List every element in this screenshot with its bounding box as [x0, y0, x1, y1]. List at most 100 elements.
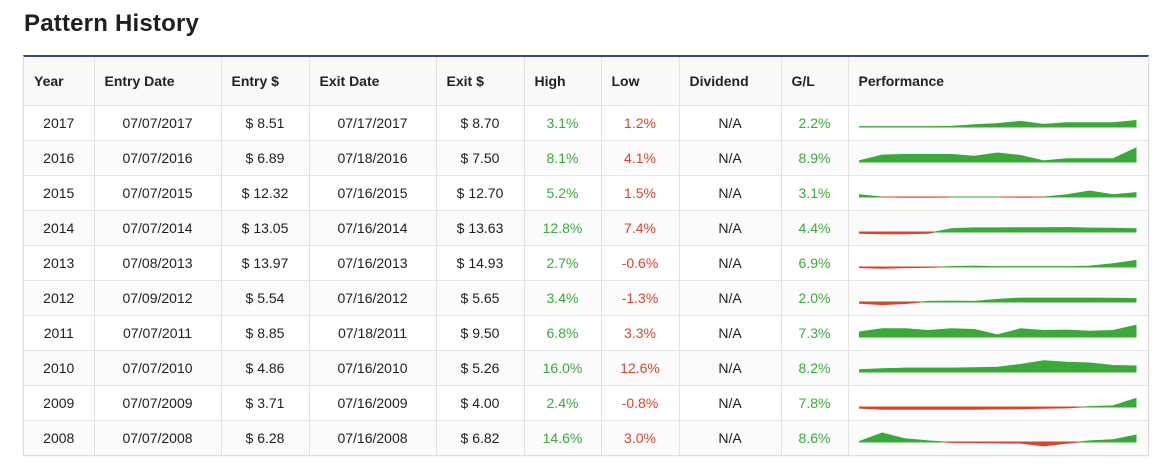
dividend-cell: N/A — [679, 315, 782, 351]
exit-date-cell: 07/16/2009 — [309, 385, 437, 421]
year-cell: 2009 — [24, 385, 95, 421]
gl-cell: 2.0% — [781, 280, 849, 316]
header-entry-price[interactable]: Entry $ — [221, 57, 310, 106]
entry-date-cell: 07/07/2015 — [94, 175, 222, 211]
performance-cell — [848, 420, 1148, 455]
dividend-cell: N/A — [679, 350, 782, 386]
year-cell: 2013 — [24, 245, 95, 281]
high-cell: 16.0% — [524, 350, 602, 386]
table-row: 2013 07/08/2013 $ 13.97 07/16/2013 $ 14.93 2.… — [24, 245, 1148, 281]
gl-cell: 3.1% — [781, 175, 849, 211]
table-row: 2010 07/07/2010 $ 4.86 07/16/2010 $ 5.26 16.0… — [24, 350, 1148, 386]
exit-price-cell: $ 5.65 — [436, 280, 525, 316]
table-row: 2012 07/09/2012 $ 5.54 07/16/2012 $ 5.65 3.4%… — [24, 280, 1148, 316]
performance-cell — [848, 385, 1148, 421]
dividend-cell: N/A — [679, 175, 782, 211]
header-entry-date[interactable]: Entry Date — [94, 57, 222, 106]
performance-cell — [848, 280, 1148, 316]
high-cell: 6.8% — [524, 315, 602, 351]
dividend-cell: N/A — [679, 140, 782, 176]
entry-price-cell: $ 4.86 — [221, 350, 310, 386]
performance-cell — [848, 315, 1148, 351]
exit-date-cell: 07/16/2014 — [309, 210, 437, 246]
high-cell: 14.6% — [524, 420, 602, 455]
exit-price-cell: $ 14.93 — [436, 245, 525, 281]
high-cell: 3.4% — [524, 280, 602, 316]
year-cell: 2012 — [24, 280, 95, 316]
entry-price-cell: $ 6.28 — [221, 420, 310, 455]
exit-date-cell: 07/16/2012 — [309, 280, 437, 316]
exit-date-cell: 07/16/2013 — [309, 245, 437, 281]
high-cell: 2.4% — [524, 385, 602, 421]
entry-price-cell: $ 3.71 — [221, 385, 310, 421]
entry-price-cell: $ 5.54 — [221, 280, 310, 316]
entry-date-cell: 07/08/2013 — [94, 245, 222, 281]
performance-sparkline — [858, 397, 1136, 410]
exit-price-cell: $ 12.70 — [436, 175, 525, 211]
header-gl[interactable]: G/L — [781, 57, 849, 106]
table-row: 2008 07/07/2008 $ 6.28 07/16/2008 $ 6.82 14.6… — [24, 420, 1148, 455]
pattern-history-table: Year Entry Date Entry $ Exit Date Exit $… — [23, 55, 1149, 456]
exit-price-cell: $ 9.50 — [436, 315, 525, 351]
loss-area — [858, 266, 940, 269]
exit-date-cell: 07/18/2011 — [309, 315, 437, 351]
exit-price-cell: $ 5.26 — [436, 350, 525, 386]
table-row: 2016 07/07/2016 $ 6.89 07/18/2016 $ 7.50 8.1%… — [24, 140, 1148, 176]
entry-price-cell: $ 13.05 — [221, 210, 310, 246]
table-row: 2009 07/07/2009 $ 3.71 07/16/2009 $ 4.00 2.4%… — [24, 385, 1148, 421]
low-cell: 7.4% — [601, 210, 680, 246]
low-cell: -1.3% — [601, 280, 680, 316]
loss-area — [858, 231, 935, 234]
performance-sparkline — [858, 259, 1136, 269]
exit-price-cell: $ 8.70 — [436, 105, 525, 141]
gain-area — [1043, 189, 1136, 197]
entry-price-cell: $ 13.97 — [221, 245, 310, 281]
year-cell: 2016 — [24, 140, 95, 176]
gain-area — [939, 259, 1136, 267]
low-cell: 12.6% — [601, 350, 680, 386]
entry-date-cell: 07/07/2008 — [94, 420, 222, 455]
performance-sparkline — [858, 146, 1136, 162]
header-exit-date[interactable]: Exit Date — [309, 57, 437, 106]
gl-cell: 4.4% — [781, 210, 849, 246]
entry-date-cell: 07/07/2017 — [94, 105, 222, 141]
entry-price-cell: $ 8.51 — [221, 105, 310, 141]
header-low[interactable]: Low — [601, 57, 680, 106]
gain-area — [858, 146, 1136, 162]
low-cell: -0.8% — [601, 385, 680, 421]
entry-date-cell: 07/07/2009 — [94, 385, 222, 421]
gain-area — [858, 432, 945, 443]
header-dividend[interactable]: Dividend — [679, 57, 782, 106]
gain-area — [920, 297, 1136, 302]
exit-price-cell: $ 4.00 — [436, 385, 525, 421]
high-cell: 5.2% — [524, 175, 602, 211]
year-cell: 2017 — [24, 105, 95, 141]
performance-cell — [848, 210, 1148, 246]
year-cell: 2011 — [24, 315, 95, 351]
table-row: 2011 07/07/2011 $ 8.85 07/18/2011 $ 9.50 6.8%… — [24, 315, 1148, 351]
loss-area — [858, 301, 921, 305]
gl-cell: 7.3% — [781, 315, 849, 351]
dividend-cell: N/A — [679, 245, 782, 281]
high-cell: 3.1% — [524, 105, 602, 141]
header-performance: Performance — [848, 57, 1148, 106]
low-cell: 1.2% — [601, 105, 680, 141]
year-cell: 2014 — [24, 210, 95, 246]
dividend-cell: N/A — [679, 105, 782, 141]
exit-date-cell: 07/18/2016 — [309, 140, 437, 176]
dividend-cell: N/A — [679, 280, 782, 316]
performance-cell — [848, 140, 1148, 176]
header-high[interactable]: High — [524, 57, 602, 106]
table-header-row: Year Entry Date Entry $ Exit Date Exit $… — [24, 57, 1148, 106]
page-title: Pattern History — [24, 10, 200, 37]
low-cell: -0.6% — [601, 245, 680, 281]
entry-price-cell: $ 8.85 — [221, 315, 310, 351]
header-year[interactable]: Year — [24, 57, 95, 106]
performance-cell — [848, 105, 1148, 141]
exit-price-cell: $ 13.63 — [436, 210, 525, 246]
low-cell: 3.3% — [601, 315, 680, 351]
header-exit-price[interactable]: Exit $ — [436, 57, 525, 106]
entry-date-cell: 07/09/2012 — [94, 280, 222, 316]
performance-cell — [848, 245, 1148, 281]
gl-cell: 2.2% — [781, 105, 849, 141]
